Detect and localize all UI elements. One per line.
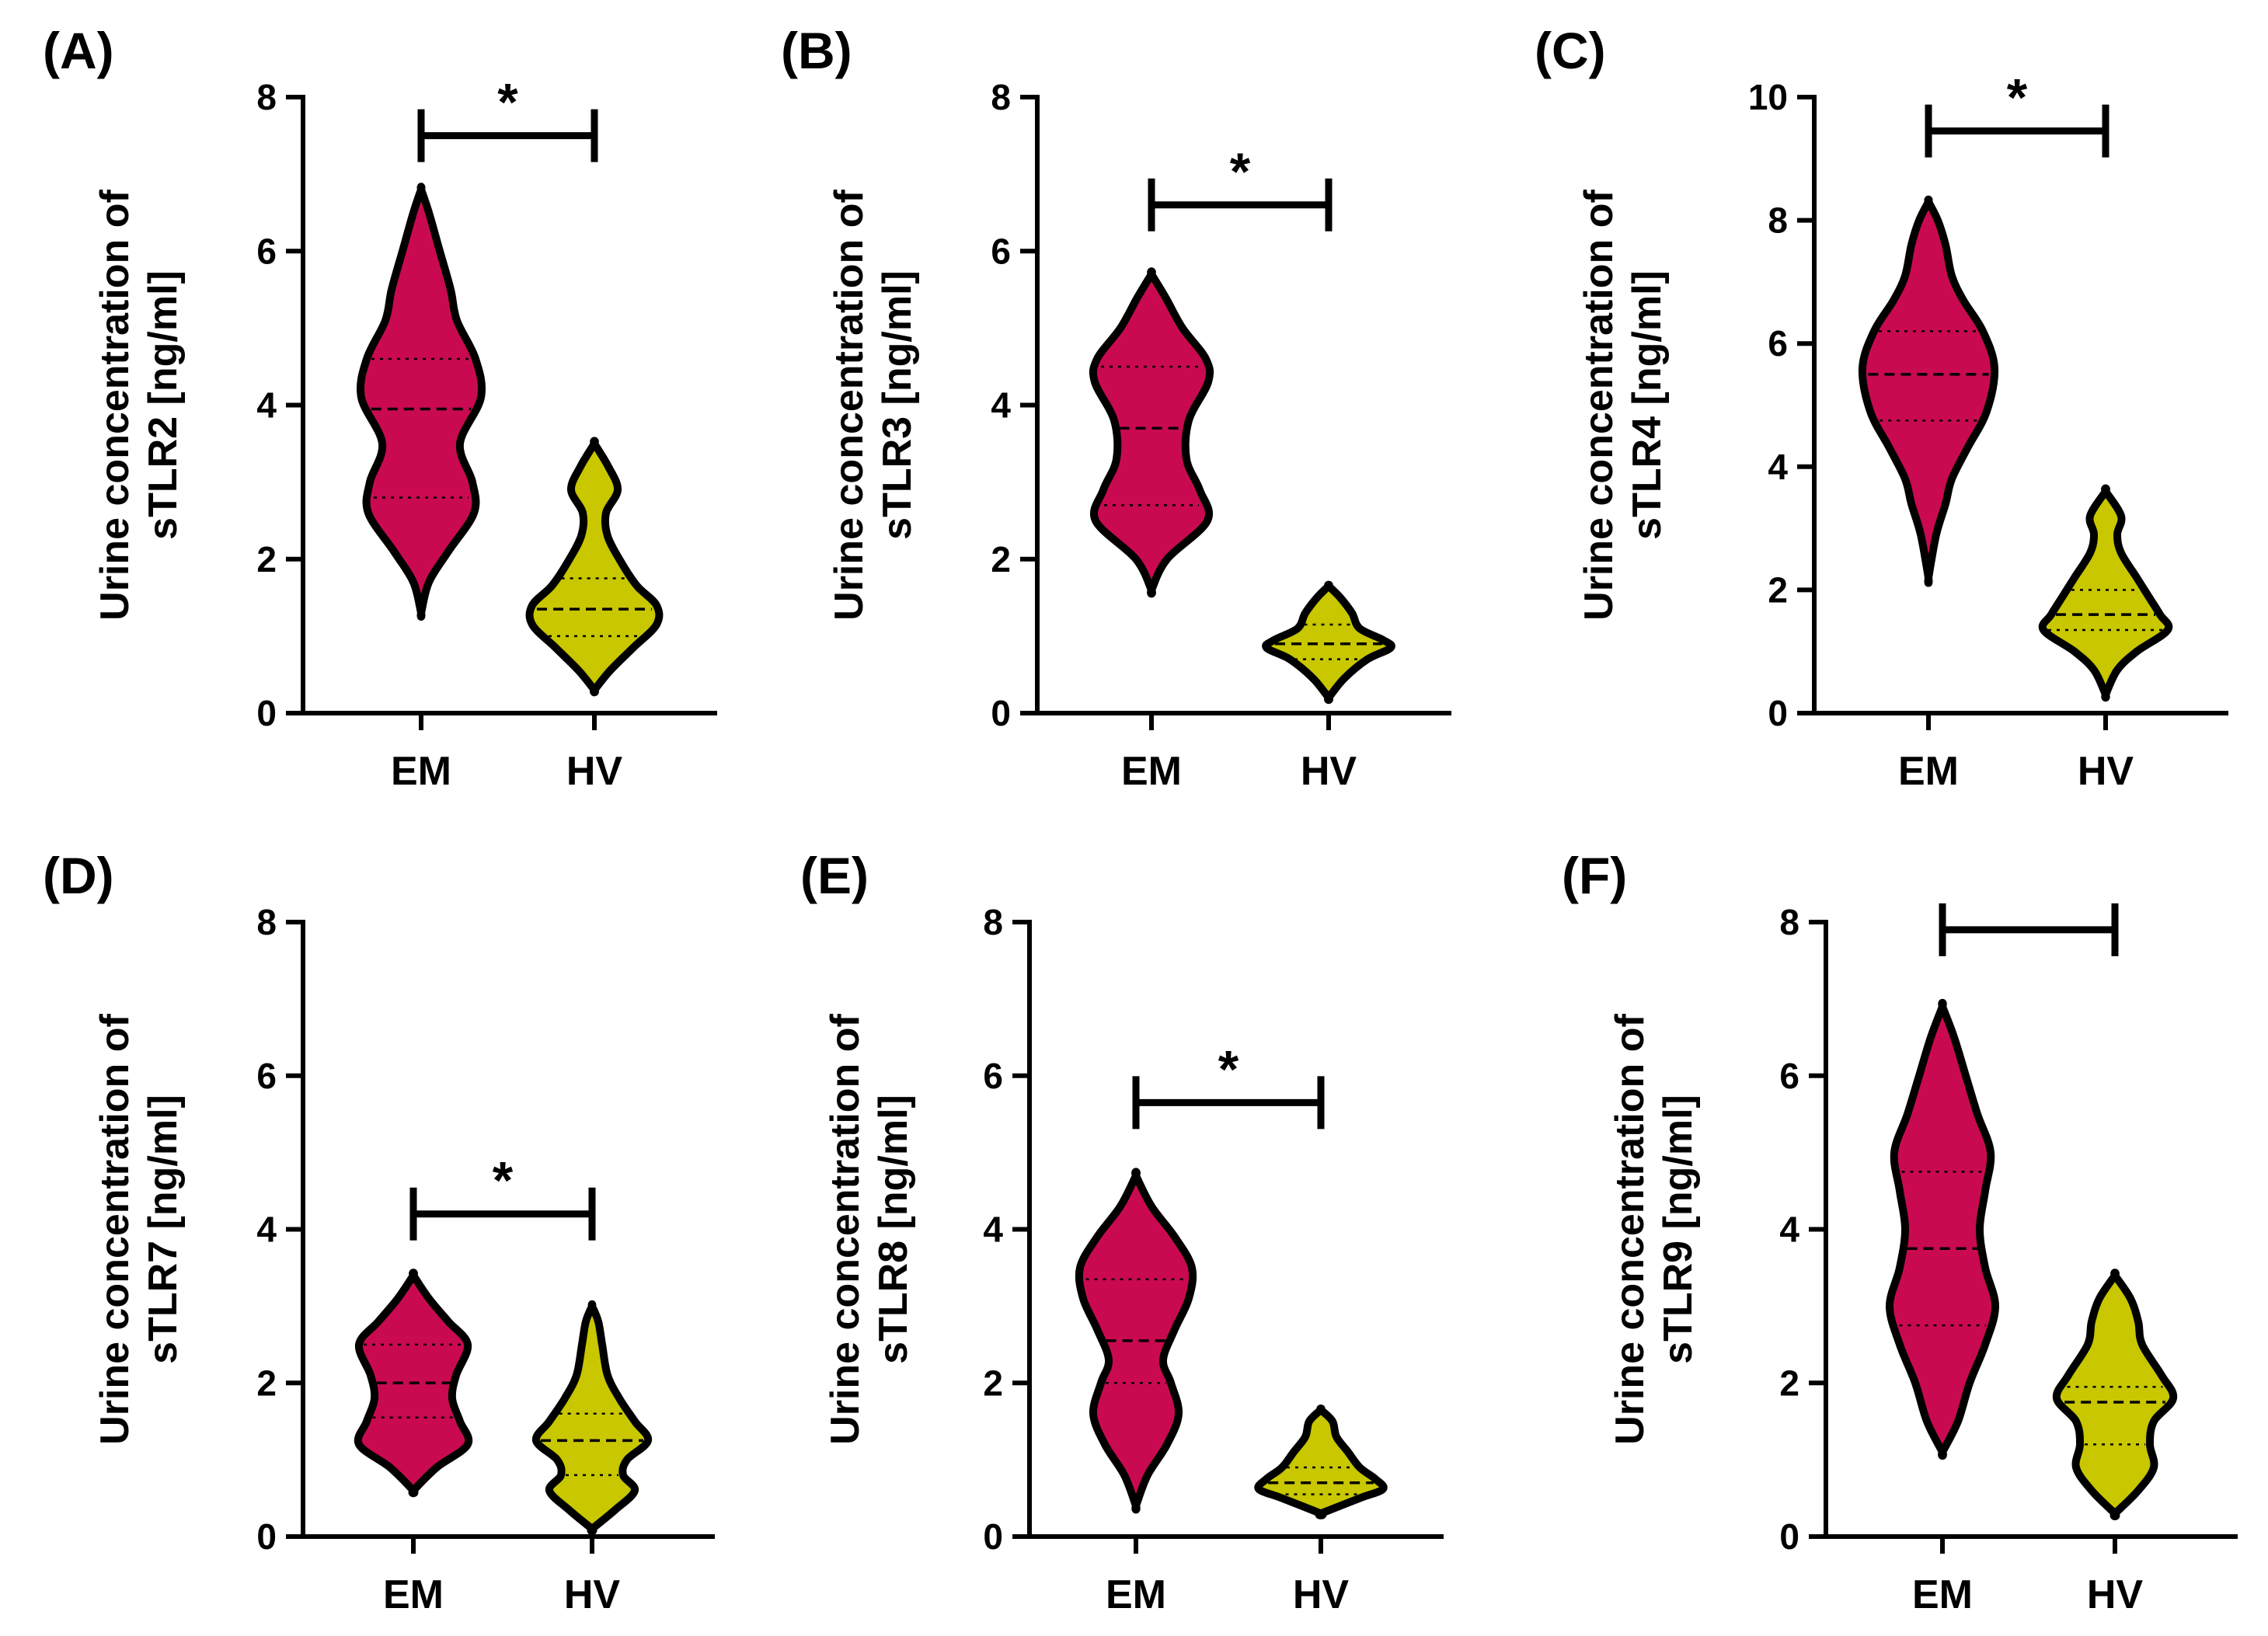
x-tick-label: EM <box>391 749 451 794</box>
violin-em <box>1089 267 1214 598</box>
y-tick-label: 6 <box>1779 1056 1799 1096</box>
y-tick-label: 2 <box>256 1363 277 1403</box>
violin-hv <box>525 437 664 697</box>
violin-hv <box>2038 484 2173 702</box>
y-tick-label: 6 <box>256 1056 277 1096</box>
y-tick-label: 10 <box>1748 77 1788 117</box>
violin-hv <box>2052 1269 2178 1520</box>
significance-bracket <box>1148 178 1333 231</box>
significance-star: * <box>493 1151 514 1210</box>
y-tick-label: 2 <box>983 1363 1003 1403</box>
y-tick-label: 4 <box>256 1210 277 1250</box>
panel-label: (E) <box>800 847 869 904</box>
y-tick-label: 8 <box>991 77 1011 117</box>
y-tick-label: 4 <box>991 385 1011 426</box>
chart-panel: (E) Urine concentration ofsTLR8 [ng/ml] 0 2… <box>800 847 1444 1617</box>
y-tick-label: 0 <box>256 1516 277 1557</box>
significance-star: * <box>1230 142 1251 201</box>
panel-label: (A) <box>43 22 114 79</box>
significance-bracket <box>417 109 598 162</box>
chart-panel: (C) Urine concentration ofsTLR4 [ng/ml] 0 2… <box>1535 22 2228 794</box>
violin-em <box>1886 998 1999 1460</box>
chart-panel: (B) Urine concentration ofsTLR3 [ng/ml] 0 2… <box>781 22 1451 794</box>
chart-panel: (F) Urine concentration ofsTLR9 [ng/ml] 0 2… <box>1562 847 2238 1617</box>
significance-bracket <box>1132 1076 1325 1130</box>
x-tick-label: HV <box>1293 1572 1350 1617</box>
y-axis-label: Urine concentration ofsTLR9 [ng/ml] <box>1608 1013 1701 1444</box>
y-tick-label: 4 <box>983 1210 1003 1250</box>
y-tick-label: 0 <box>1768 693 1788 733</box>
y-tick-label: 0 <box>1779 1516 1799 1557</box>
y-tick-label: 4 <box>1779 1210 1799 1250</box>
violin-em <box>356 183 486 621</box>
significance-bracket <box>1939 903 2119 956</box>
y-tick-label: 2 <box>1779 1363 1799 1403</box>
violin-em <box>1075 1168 1197 1514</box>
y-tick-label: 8 <box>256 77 277 117</box>
x-tick-label: EM <box>1912 1572 1973 1617</box>
y-tick-label: 2 <box>1768 569 1788 610</box>
y-tick-label: 8 <box>1779 902 1799 942</box>
x-tick-label: EM <box>1898 749 1959 794</box>
x-tick-label: HV <box>2078 749 2134 794</box>
y-tick-label: 6 <box>983 1056 1003 1096</box>
x-tick-label: EM <box>1106 1572 1166 1617</box>
y-tick-label: 6 <box>991 231 1011 271</box>
y-axis-label: Urine concentration ofsTLR3 [ng/ml] <box>827 189 920 620</box>
y-tick-label: 0 <box>256 693 277 733</box>
x-tick-label: HV <box>2087 1572 2144 1617</box>
x-tick-label: HV <box>564 1572 621 1617</box>
y-tick-label: 8 <box>983 902 1003 942</box>
significance-bracket <box>409 1187 596 1241</box>
y-tick-label: 8 <box>1768 200 1788 241</box>
chart-panel: (A) Urine concentration ofsTLR2 [ng/ml] 0 2… <box>43 22 717 794</box>
significance-star: * <box>2007 68 2028 127</box>
y-tick-label: 8 <box>256 902 277 942</box>
x-tick-label: EM <box>1121 749 1182 794</box>
y-tick-label: 4 <box>1768 447 1788 487</box>
y-tick-label: 6 <box>1768 323 1788 364</box>
x-tick-label: HV <box>1301 749 1357 794</box>
violin-hv <box>1262 580 1395 705</box>
y-tick-label: 2 <box>991 539 1011 580</box>
panel-label: (F) <box>1562 847 1627 904</box>
x-tick-label: EM <box>383 1572 444 1617</box>
y-tick-label: 4 <box>256 385 277 426</box>
y-tick-label: 0 <box>983 1516 1003 1557</box>
y-tick-label: 0 <box>991 693 1011 733</box>
panel-label: (D) <box>43 847 114 904</box>
panel-label: (C) <box>1535 22 1606 79</box>
y-axis-label: Urine concentration ofsTLR7 [ng/ml] <box>92 1013 186 1444</box>
violin-hv <box>1254 1405 1388 1519</box>
significance-star: * <box>497 73 518 132</box>
y-tick-label: 2 <box>256 539 277 580</box>
significance-bracket <box>1925 104 2109 158</box>
violin-em <box>1858 195 1999 587</box>
significance-star: * <box>1218 1039 1239 1098</box>
y-axis-label: Urine concentration ofsTLR4 [ng/ml] <box>1576 189 1670 620</box>
x-tick-label: HV <box>566 749 623 794</box>
y-tick-label: 6 <box>256 231 277 271</box>
chart-panel: (D) Urine concentration ofsTLR7 [ng/ml] 0 2… <box>43 847 715 1617</box>
y-axis-label: Urine concentration ofsTLR2 [ng/ml] <box>92 189 186 620</box>
panel-label: (B) <box>781 22 852 79</box>
y-axis-label: Urine concentration ofsTLR8 [ng/ml] <box>823 1013 916 1444</box>
violin-hv <box>531 1300 653 1536</box>
